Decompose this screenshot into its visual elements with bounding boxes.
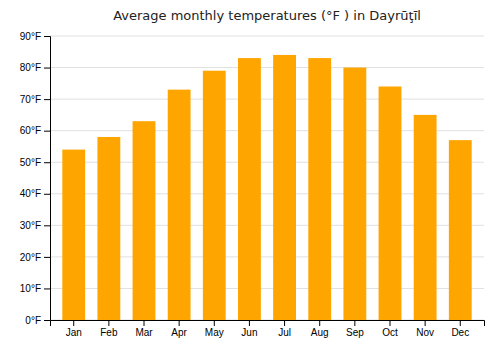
x-tick-mark bbox=[144, 320, 145, 326]
y-tick-label: 50°F bbox=[20, 157, 41, 168]
x-tick: Aug bbox=[311, 320, 329, 338]
bar bbox=[379, 86, 402, 320]
x-tick-mark bbox=[108, 320, 109, 326]
y-tick: 20°F bbox=[20, 252, 50, 263]
bar bbox=[273, 55, 296, 320]
bar bbox=[238, 58, 261, 320]
x-axis: Jan Feb Mar Apr May Jun Jul Aug Sep Oct Nov Dec bbox=[51, 320, 485, 338]
y-tick: 70°F bbox=[20, 94, 50, 105]
plot-area bbox=[62, 55, 471, 320]
x-tick-mark bbox=[284, 320, 285, 326]
y-tick-mark bbox=[44, 162, 50, 163]
grid bbox=[50, 36, 484, 320]
y-tick-mark bbox=[44, 194, 50, 195]
y-tick: 30°F bbox=[20, 220, 50, 231]
x-tick-label: Sep bbox=[346, 327, 364, 338]
x-tick-mark bbox=[425, 320, 426, 326]
x-tick-label: Apr bbox=[171, 327, 187, 338]
x-tick-mark bbox=[319, 320, 320, 326]
x-axis-line bbox=[51, 321, 485, 327]
bar bbox=[62, 150, 85, 320]
bar bbox=[168, 90, 191, 320]
y-axis: 0°F 10°F 20°F 30°F 40°F 50°F 60°F 70°F 80°F 90°F bbox=[20, 31, 51, 326]
y-tick: 0°F bbox=[25, 315, 50, 326]
x-tick-label: Jun bbox=[241, 327, 257, 338]
chart: 0°F 10°F 20°F 30°F 40°F 50°F 60°F 70°F 80°F 90°F J… bbox=[0, 0, 500, 350]
y-tick: 40°F bbox=[20, 188, 50, 199]
grid-line bbox=[50, 99, 484, 100]
y-tick-mark bbox=[44, 257, 50, 258]
x-tick: Sep bbox=[346, 320, 364, 338]
x-tick: Nov bbox=[416, 320, 434, 338]
x-tick: Jan bbox=[66, 320, 82, 338]
y-tick-label: 10°F bbox=[20, 283, 41, 294]
bar bbox=[133, 121, 156, 320]
y-tick-mark bbox=[44, 99, 50, 100]
y-tick: 90°F bbox=[20, 31, 50, 42]
x-tick: May bbox=[205, 320, 224, 338]
x-tick: Apr bbox=[171, 320, 187, 338]
x-tick-mark bbox=[249, 320, 250, 326]
x-tick: Mar bbox=[135, 320, 153, 338]
y-tick-label: 40°F bbox=[20, 188, 41, 199]
y-tick-mark bbox=[44, 288, 50, 289]
y-tick-label: 90°F bbox=[20, 31, 41, 42]
y-tick-label: 60°F bbox=[20, 125, 41, 136]
x-tick: Jul bbox=[278, 320, 291, 338]
y-tick-mark bbox=[44, 225, 50, 226]
x-tick: Oct bbox=[382, 320, 398, 338]
x-tick-label: May bbox=[205, 327, 224, 338]
y-tick: 10°F bbox=[20, 283, 50, 294]
x-tick: Dec bbox=[451, 320, 469, 338]
x-tick-label: Dec bbox=[451, 327, 469, 338]
y-tick-label: 70°F bbox=[20, 94, 41, 105]
x-tick-label: Nov bbox=[416, 327, 434, 338]
bar bbox=[414, 115, 437, 320]
x-tick-mark bbox=[354, 320, 355, 326]
x-tick-label: Jul bbox=[278, 327, 291, 338]
grid-line bbox=[50, 36, 484, 37]
grid-line bbox=[50, 67, 484, 68]
y-axis-line bbox=[44, 37, 51, 321]
y-tick: 80°F bbox=[20, 62, 50, 73]
x-tick-label: Feb bbox=[100, 327, 118, 338]
y-tick-label: 0°F bbox=[25, 315, 41, 326]
title: Average monthly temperatures (°F ) in Da… bbox=[113, 8, 421, 23]
y-tick-mark bbox=[44, 36, 50, 37]
x-tick-mark bbox=[460, 320, 461, 326]
bar bbox=[308, 58, 331, 320]
x-tick-label: Jan bbox=[66, 327, 82, 338]
bar bbox=[97, 137, 120, 320]
x-tick-mark bbox=[73, 320, 74, 326]
x-tick-label: Oct bbox=[382, 327, 398, 338]
x-tick-mark bbox=[179, 320, 180, 326]
x-tick: Jun bbox=[241, 320, 257, 338]
x-tick-label: Mar bbox=[135, 327, 153, 338]
y-tick-label: 30°F bbox=[20, 220, 41, 231]
x-tick: Feb bbox=[100, 320, 118, 338]
y-tick-mark bbox=[44, 320, 50, 321]
bar bbox=[449, 140, 472, 320]
x-tick-label: Aug bbox=[311, 327, 329, 338]
y-tick-label: 80°F bbox=[20, 62, 41, 73]
y-tick-mark bbox=[44, 68, 50, 69]
y-tick: 60°F bbox=[20, 125, 50, 136]
bar bbox=[343, 68, 366, 320]
y-tick: 50°F bbox=[20, 157, 50, 168]
bar bbox=[203, 71, 226, 320]
y-tick-mark bbox=[44, 131, 50, 132]
x-tick-mark bbox=[389, 320, 390, 326]
x-tick-mark bbox=[214, 320, 215, 326]
y-tick-label: 20°F bbox=[20, 252, 41, 263]
